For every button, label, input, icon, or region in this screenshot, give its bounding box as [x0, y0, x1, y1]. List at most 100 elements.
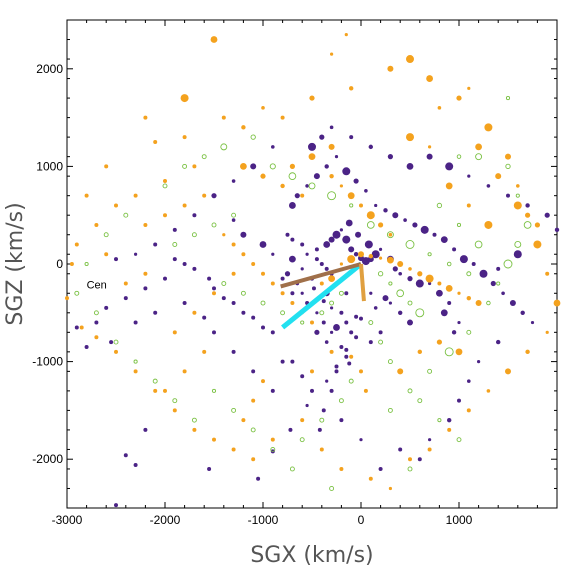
purple-point [172, 257, 177, 262]
orange-point [270, 437, 275, 442]
purple-point [240, 231, 247, 238]
purple-point [288, 427, 293, 432]
orange-point [378, 222, 384, 228]
orange-point [289, 163, 295, 169]
green-point [74, 290, 80, 296]
orange-point [466, 295, 471, 301]
orange-point [359, 203, 363, 208]
green-point [250, 427, 256, 433]
green-point [505, 96, 511, 101]
green-point [515, 193, 520, 198]
orange-point [153, 388, 158, 393]
orange-point [347, 255, 356, 264]
green-point [377, 271, 384, 277]
green-point [436, 202, 443, 209]
orange-point [533, 240, 542, 249]
purple-point [467, 174, 471, 178]
orange-point [328, 143, 335, 150]
purple-point [321, 408, 326, 413]
orange-point [525, 349, 530, 355]
purple-point [321, 320, 326, 325]
purple-point [143, 427, 148, 432]
orange-point [445, 182, 453, 190]
y-tick-label: 1000 [36, 159, 63, 173]
purple-point [172, 227, 177, 232]
purple-point [305, 403, 309, 408]
orange-point [379, 256, 383, 260]
purple-point [344, 291, 349, 296]
orange-point [94, 335, 99, 340]
purple-point [354, 335, 359, 340]
purple-point [406, 163, 414, 170]
orange-point [212, 437, 216, 442]
orange-point [445, 285, 453, 292]
purple-point [289, 255, 296, 263]
orange-point [202, 349, 207, 354]
orange-point [516, 184, 520, 188]
purple-point [349, 135, 354, 140]
purple-point [339, 228, 343, 232]
orange-point [261, 379, 265, 384]
orange-point [466, 408, 471, 413]
purple-point [271, 145, 275, 149]
green-point [503, 259, 513, 269]
purple-point [378, 330, 383, 335]
green-point [329, 300, 335, 306]
purple-point [123, 296, 128, 301]
green-point [407, 466, 413, 472]
green-point [474, 240, 483, 249]
orange-point [114, 203, 118, 208]
purple-point [250, 163, 257, 170]
purple-point [134, 252, 138, 256]
purple-point [471, 262, 476, 266]
annotations: Cen [87, 279, 107, 291]
purple-point [440, 309, 448, 317]
y-tick-label: 0 [56, 257, 63, 271]
green-point [427, 252, 432, 257]
purple-point [256, 476, 261, 481]
plot-frame [66, 19, 558, 509]
orange-point [300, 418, 305, 423]
purple-point [324, 164, 329, 169]
purple-point [436, 289, 443, 297]
green-point [387, 359, 393, 365]
purple-point [280, 276, 285, 281]
green-point [288, 172, 297, 181]
green-point [415, 308, 425, 318]
green-point [366, 221, 375, 229]
x-tick-label: -2000 [150, 513, 181, 527]
purple-point [143, 286, 148, 291]
orange-point [310, 369, 314, 374]
purple-point [319, 262, 324, 266]
purple-point [163, 276, 167, 281]
green-point [407, 300, 413, 306]
orange-point [251, 457, 256, 462]
green-point [329, 486, 335, 491]
purple-point [379, 247, 383, 251]
purple-point [212, 330, 216, 335]
green-point [407, 388, 413, 394]
green-point [444, 347, 454, 357]
purple-point [202, 315, 207, 320]
orange-point [484, 123, 493, 132]
x-tick-label: 0 [358, 513, 365, 527]
purple-point [417, 457, 422, 462]
orange-point [261, 271, 265, 276]
orange-point [153, 140, 158, 144]
purple-point [457, 320, 461, 325]
purple-point [420, 225, 429, 234]
purple-point [407, 319, 413, 326]
purple-point [321, 299, 326, 304]
green-point [523, 221, 532, 229]
purple-point [114, 503, 118, 508]
orange-point [359, 369, 363, 374]
purple-point [300, 267, 304, 271]
orange-point [457, 291, 461, 295]
green-point [386, 231, 394, 239]
axis-ticks: -3000 -2000 -1000 0 1000 -2000 -1000 0 1000 2000 [32, 19, 558, 527]
orange-point [182, 203, 187, 208]
purple-point [261, 325, 265, 330]
x-tick-label: -3000 [52, 513, 83, 527]
purple-point [123, 453, 128, 458]
